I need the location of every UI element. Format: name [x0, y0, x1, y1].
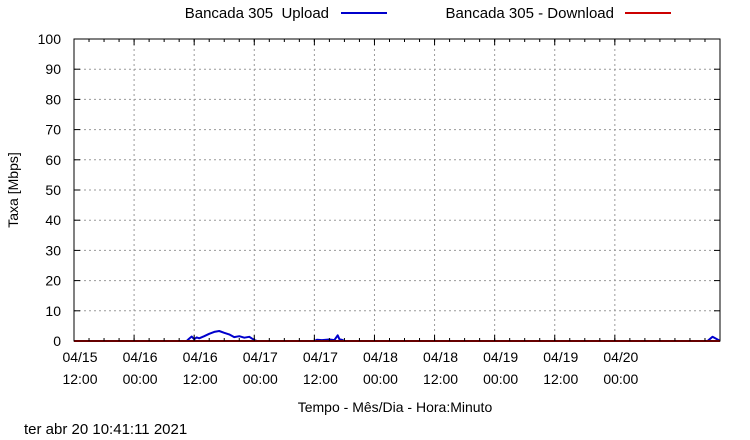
y-tick-label: 0: [53, 333, 61, 349]
x-tick-date: 04/20: [603, 349, 638, 365]
y-tick-label: 70: [45, 122, 61, 138]
x-tick-time: 00:00: [123, 371, 158, 387]
series-lines: [74, 330, 721, 342]
y-tick-label: 50: [45, 182, 61, 198]
x-tick-date: 04/16: [123, 349, 158, 365]
x-tick-date: 04/19: [543, 349, 578, 365]
x-axis-label: Tempo - Mês/Dia - Hora:Minuto: [298, 399, 493, 415]
y-tick-label: 40: [45, 212, 61, 228]
legend-download-label: Bancada 305 - Download: [446, 5, 614, 22]
y-tick-label: 60: [45, 152, 61, 168]
legend: Bancada 305 Upload Bancada 305 - Download: [185, 5, 671, 22]
x-tick-date: 04/18: [423, 349, 458, 365]
x-tick-time: 00:00: [363, 371, 398, 387]
x-tick-date: 04/17: [243, 349, 278, 365]
x-tick-time: 12:00: [62, 371, 97, 387]
x-tick-date: 04/16: [183, 349, 218, 365]
x-tick-time: 12:00: [543, 371, 578, 387]
x-tick-time: 00:00: [603, 371, 638, 387]
y-tick-label: 20: [45, 273, 61, 289]
x-tick-date: 04/19: [483, 349, 518, 365]
y-tick-label: 100: [38, 31, 62, 47]
y-tick-label: 30: [45, 242, 61, 258]
axis-ticks: 0 10 20 30 40 50 60 70 80 90 100 04/15 12:00 04/16 00:…: [38, 31, 720, 387]
timestamp: ter abr 20 10:41:11 2021: [24, 421, 187, 438]
x-tick-time: 12:00: [183, 371, 218, 387]
x-tick-time: 12:00: [423, 371, 458, 387]
grid: [74, 39, 720, 341]
x-tick-date: 04/18: [363, 349, 398, 365]
x-tick-date: 04/15: [62, 349, 97, 365]
series-upload-line: [74, 330, 721, 342]
y-tick-label: 10: [45, 303, 61, 319]
x-tick-time: 00:00: [243, 371, 278, 387]
x-tick-time: 12:00: [303, 371, 338, 387]
y-axis-label: Taxa [Mbps]: [5, 152, 21, 227]
x-tick-date: 04/17: [303, 349, 338, 365]
legend-upload-label: Bancada 305 Upload: [185, 5, 329, 22]
x-tick-time: 00:00: [483, 371, 518, 387]
y-tick-label: 80: [45, 91, 61, 107]
y-tick-label: 90: [45, 61, 61, 77]
